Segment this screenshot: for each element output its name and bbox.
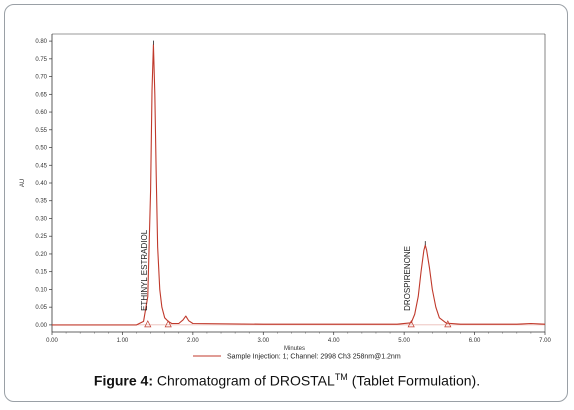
y-tick-label: 0.75 bbox=[35, 57, 47, 63]
y-tick-label: 0.45 bbox=[35, 163, 47, 169]
y-tick-label: 0.70 bbox=[35, 75, 47, 81]
integration-marker bbox=[144, 320, 152, 328]
y-tick-label: 0.80 bbox=[35, 39, 47, 45]
plot-area: 0.00 1.00 2.00 3.00 4.00 5.00 6.00 7.00 0.000.0… bbox=[35, 33, 551, 344]
caption-figure-number: Figure 4: bbox=[93, 372, 154, 389]
y-tick-label: 0.25 bbox=[35, 234, 47, 240]
legend-entry: Sample Injection: 1; Channel: 2998 Ch3 2… bbox=[227, 354, 401, 361]
y-tick-label: 0.05 bbox=[35, 305, 47, 311]
plot-background bbox=[52, 34, 545, 332]
y-tick-label: 0.00 bbox=[35, 323, 47, 329]
caption-text-main: Chromatogram of DROSTAL bbox=[153, 372, 335, 389]
y-tick-label: 0.30 bbox=[35, 216, 47, 222]
integration-marker bbox=[444, 320, 452, 328]
y-tick-label: 0.15 bbox=[35, 270, 47, 276]
y-tick-label: 0.50 bbox=[35, 146, 47, 152]
series-group bbox=[52, 44, 546, 326]
y-ticks: 0.00 0.05 0.10 0.15 0.20 0.25 0.30 0.35 0.40 0.45… bbox=[35, 39, 52, 329]
x-tick-label: 4.00 bbox=[328, 338, 340, 344]
peak-label: DROSPIRENONE bbox=[403, 246, 412, 311]
caption-text-end: (Tablet Formulation). bbox=[347, 372, 481, 389]
peak-markers: ETHINYL ESTRADIOL DROSPIRENONE bbox=[140, 40, 452, 328]
peak-label: ETHINYL ESTRADIOL bbox=[140, 229, 149, 311]
y-tick-label: 0.20 bbox=[35, 252, 47, 258]
y-tick-label: 0.10 bbox=[35, 287, 47, 293]
figure-caption: Figure 4: Chromatogram of DROSTALTM (Tab… bbox=[0, 372, 574, 389]
x-tick-label: 5.00 bbox=[398, 338, 410, 344]
y-tick-label: 0.40 bbox=[35, 181, 47, 187]
integration-marker bbox=[164, 320, 172, 328]
y-tick-label: 0.55 bbox=[35, 128, 47, 134]
x-tick-label: 3.00 bbox=[257, 338, 269, 344]
x-tick-label: 1.00 bbox=[117, 338, 129, 344]
y-tick-label: 0.35 bbox=[35, 199, 47, 205]
legend: Sample Injection: 1; Channel: 2998 Ch3 2… bbox=[193, 354, 401, 361]
x-tick-label: 0.00 bbox=[46, 338, 58, 344]
caption-trademark: TM bbox=[334, 372, 348, 382]
x-tick-label: 2.00 bbox=[187, 338, 199, 344]
series-line bbox=[52, 44, 546, 326]
y-axis-label: AU bbox=[20, 179, 26, 187]
x-ticks: 0.00 1.00 2.00 3.00 4.00 5.00 6.00 7.00 bbox=[46, 332, 551, 344]
x-axis-label: Minutes bbox=[284, 346, 305, 352]
y-tick-label: 0.65 bbox=[35, 92, 47, 98]
x-tick-label: 6.00 bbox=[469, 338, 481, 344]
y-tick-label: 0.60 bbox=[35, 110, 47, 116]
integration-marker bbox=[407, 320, 415, 328]
x-tick-label: 7.00 bbox=[539, 338, 551, 344]
